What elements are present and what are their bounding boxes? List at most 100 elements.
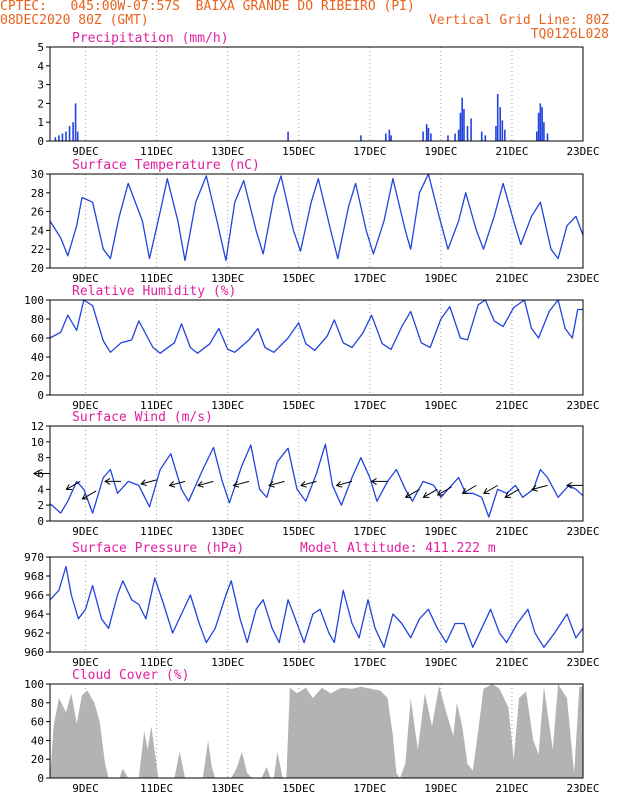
panel-title: Surface Wind (m/s) [72,410,213,425]
y-tick-label: 22 [31,243,44,256]
wind-arrow [422,488,438,498]
x-tick-label: 13DEC [211,399,244,412]
wind-arrow [168,480,186,488]
x-tick-label: 21DEC [495,399,528,412]
x-tick-label: 13DEC [211,782,244,795]
wind-arrow-shaft [66,480,81,490]
precip-bar [463,109,465,141]
panel-title: Surface Pressure (hPa) [72,541,244,556]
precip-bar [61,133,64,141]
x-tick-label: 13DEC [211,272,244,285]
x-tick-label: 9DEC [72,525,99,538]
wind-arrow-head [404,491,412,498]
panel-title: Precipitation (mm/h) [72,31,229,46]
precip-bar [74,103,77,141]
y-tick-label: 8 [37,452,44,465]
wind-arrow-head [104,477,111,485]
wind-arrow-shaft [169,480,186,487]
y-tick-label: 30 [31,168,44,181]
precip-bar [430,133,432,141]
wind-arrow-shaft [437,486,452,496]
wind-arrow-shaft [197,480,214,487]
precip-bar [384,133,387,141]
x-tick-label: 9DEC [72,656,99,669]
y-tick-label: 40 [31,734,44,747]
x-tick-label: 21DEC [495,525,528,538]
precip-bar [496,94,499,141]
wind-arrow [81,490,97,500]
cloud-area [50,684,583,778]
x-tick-label: 21DEC [495,782,528,795]
wind-arrow-shaft [504,488,520,498]
wind-arrow [335,480,353,488]
x-tick-label: 17DEC [353,399,386,412]
y-tick-label: 20 [31,753,44,766]
x-tick-label: 11DEC [140,399,173,412]
header-code: TQ0126L028 [530,27,609,42]
series-line [49,173,584,262]
wind-arrow-shaft [233,480,250,487]
x-tick-label: 9DEC [72,399,99,412]
wind-arrow-shaft [531,484,548,490]
series-line [49,565,584,648]
precip-bar [504,129,506,141]
precip-bar [447,135,449,141]
wind-arrow-head [268,481,275,488]
wind-arrow-head [531,484,538,492]
panel-frame [49,683,584,779]
x-tick-label: 21DEC [495,272,528,285]
panel-title: Relative Humidity (%) [72,284,236,299]
wind-arrow-shaft [82,490,97,500]
y-tick-label: 12 [31,420,44,433]
y-tick-label: 60 [31,332,44,345]
panel-frame [49,173,584,269]
precip-bar [536,131,538,141]
wind-arrow [197,480,214,488]
precip-bar [422,131,424,141]
wind-arrow [33,470,50,477]
precip-bar [287,131,289,141]
wind-arrow [104,477,122,485]
x-tick-label: 23DEC [566,399,599,412]
precip-bar [461,97,463,141]
precip-bar [537,112,540,141]
y-tick-label: 20 [31,370,44,383]
wind-arrow [404,488,420,498]
x-tick-label: 19DEC [424,656,457,669]
y-tick-label: 3 [37,79,44,92]
precip-bar [454,133,456,141]
x-tick-label: 17DEC [353,272,386,285]
precip-bar [501,120,504,141]
x-tick-label: 21DEC [495,145,528,158]
y-tick-label: 4 [37,60,44,73]
series-line [49,443,584,518]
y-tick-label: 20 [31,262,44,275]
x-tick-label: 15DEC [282,399,315,412]
y-tick-label: 10 [31,436,44,449]
wind-arrow [531,484,548,492]
wind-arrow-shaft [423,488,438,498]
y-tick-label: 970 [24,551,44,564]
x-tick-label: 11DEC [140,145,173,158]
x-tick-label: 13DEC [211,656,244,669]
x-tick-label: 23DEC [566,272,599,285]
precip-bar [58,135,60,141]
wind-arrow-head [33,470,40,477]
wind-arrow-head [335,481,343,488]
x-tick-label: 9DEC [72,145,99,158]
precip-bar [360,135,362,141]
wind-arrow-head [168,481,176,488]
wind-arrow-shaft [462,484,477,494]
wind-arrow [483,484,498,494]
precip-bar [388,129,391,141]
panel-1: 20 22 24 26 28 30 9DEC 11DEC 13DEC 15DEC 17DEC 19DE… [31,158,600,285]
y-tick-label: 60 [31,716,44,729]
y-tick-label: 1 [37,116,44,129]
header-grid-note: Vertical Grid Line: 80Z [428,13,609,28]
precip-bar [541,107,543,141]
x-tick-label: 19DEC [424,525,457,538]
y-tick-label: 80 [31,313,44,326]
panel-frame [49,556,584,653]
y-tick-label: 0 [37,772,44,785]
